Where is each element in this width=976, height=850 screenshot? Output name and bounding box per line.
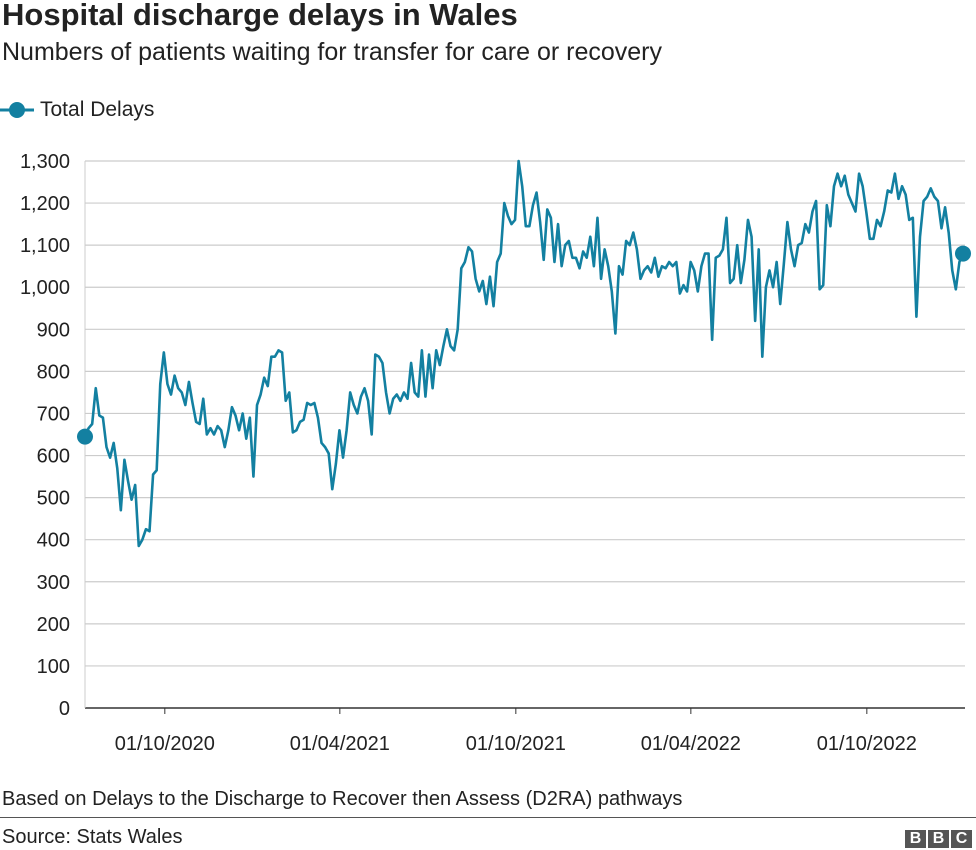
x-tick-label: 01/10/2020 [115,733,215,755]
source: Source: Stats Wales [2,826,183,848]
y-tick-label: 1,000 [20,277,70,299]
series-line-total-delays [83,159,965,548]
y-tick-label: 0 [59,698,70,720]
x-tick-label: 01/04/2021 [290,733,390,755]
y-tick-label: 1,100 [20,235,70,257]
chart-title: Hospital discharge delays in Wales [2,0,518,32]
y-tick-label: 1,300 [20,151,70,173]
legend-marker-icon [0,102,34,118]
x-tick-label: 01/10/2022 [817,733,917,755]
y-tick-label: 500 [37,488,70,510]
y-tick-label: 300 [37,572,70,594]
divider [0,817,976,818]
line-chart: 0 100 200 300 400 500 600 700 800 900 1,000 1,100 1,… [20,151,971,755]
start-point-marker [77,428,93,445]
x-tick-label: 01/10/2021 [466,733,566,755]
end-point-marker [955,245,971,262]
legend-label: Total Delays [40,98,155,121]
y-tick-label: 400 [37,530,70,552]
y-tick-label: 200 [37,614,70,636]
y-tick-label: 600 [37,446,70,468]
y-tick-label: 1,200 [20,193,70,215]
chart-subtitle: Numbers of patients waiting for transfer… [2,38,662,66]
y-tick-label: 100 [37,656,70,678]
y-tick-label: 800 [37,361,70,383]
footnote: Based on Delays to the Discharge to Reco… [2,788,683,810]
x-tick-label: 01/04/2022 [641,733,741,755]
y-tick-label: 900 [37,319,70,341]
legend: Total Delays [0,97,154,123]
y-tick-label: 700 [37,403,70,425]
